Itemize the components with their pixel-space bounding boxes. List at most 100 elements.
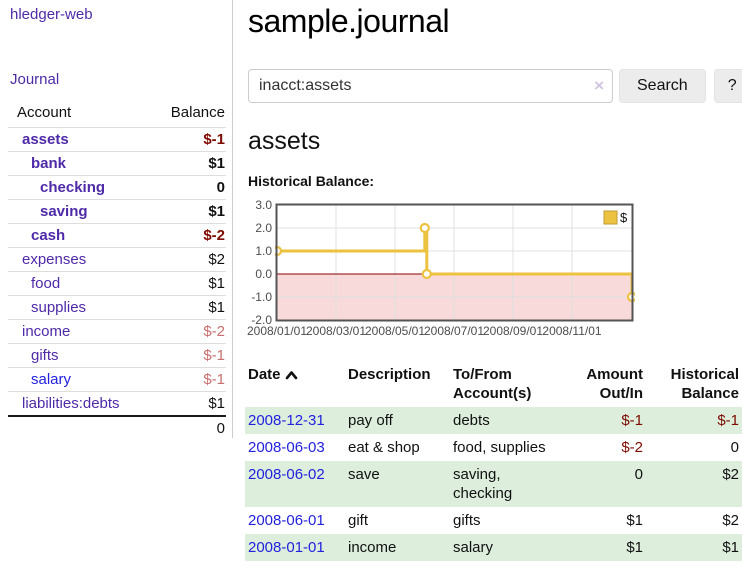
sidebar-account-link-supplies[interactable]: supplies [31, 299, 87, 316]
transaction-date-link[interactable]: 2008-12-31 [248, 412, 325, 429]
col-header-balance-line2: Balance [681, 385, 739, 402]
chart-legend: $ [603, 210, 628, 225]
x-tick-label: 2008/09/01 [482, 324, 544, 338]
sidebar-account-link-cash[interactable]: cash [31, 227, 66, 244]
account-row: checking 0 [8, 175, 226, 200]
accounts-header-account: Account [17, 104, 72, 121]
sidebar-account-link-gifts[interactable]: gifts [31, 347, 59, 364]
transaction-historical-balance: $2 [646, 461, 742, 507]
transaction-accounts: debts [450, 407, 557, 434]
account-balance: $-2 [146, 319, 226, 344]
accounts-header-balance: Balance [170, 104, 225, 121]
account-balance: $1 [146, 295, 226, 320]
transaction-amount: $1 [626, 512, 643, 529]
transaction-accounts: salary [450, 534, 557, 561]
sidebar-account-link-bank[interactable]: bank [31, 155, 67, 172]
account-row: saving $1 [8, 199, 226, 224]
transaction-description: eat & shop [348, 439, 420, 456]
account-balance: $-1 [146, 127, 226, 152]
transaction-accounts: gifts [453, 512, 481, 529]
register-header-row: Date Description To/From Account(s) Amou… [245, 363, 742, 407]
sort-ascending-icon [285, 371, 297, 380]
transaction-date-link[interactable]: 2008-01-01 [248, 539, 325, 556]
account-row: gifts $-1 [8, 343, 226, 368]
x-tick-label: 2008/05/01 [364, 324, 426, 338]
col-header-amount: Amount Out/In [557, 363, 646, 407]
sidebar: hledger-web Journal Account Balance asse… [0, 0, 233, 440]
transaction-description: income [345, 534, 450, 561]
y-tick-label: 1.0 [255, 244, 272, 258]
y-tick-label: -1.0 [251, 290, 272, 304]
account-balance: $1 [146, 271, 226, 296]
account-row: liabilities:debts $1 [8, 391, 226, 416]
col-header-accounts: To/From Account(s) [450, 363, 557, 407]
account-balance: $1 [146, 391, 226, 416]
account-row: income $-2 [8, 319, 226, 344]
sidebar-account-link-expenses[interactable]: expenses [22, 251, 87, 268]
register-table: Date Description To/From Account(s) Amou… [245, 363, 742, 561]
account-row: expenses $2 [8, 247, 226, 272]
accounts-total-row: 0 [8, 415, 226, 440]
transaction-historical-balance: $-1 [646, 407, 742, 434]
transaction-historical-balance: $2 [722, 512, 739, 529]
search-button[interactable]: Search [619, 69, 706, 103]
sidebar-account-link-assets[interactable]: assets [22, 131, 69, 148]
search-box: × [248, 69, 613, 103]
transaction-date-link[interactable]: 2008-06-02 [248, 466, 325, 483]
brand-link[interactable]: hledger-web [10, 6, 93, 23]
transaction-date-link[interactable]: 2008-06-03 [248, 439, 325, 456]
data-point-marker [419, 222, 430, 234]
search-form: × Search ? [248, 69, 742, 103]
account-balance: $-1 [146, 343, 226, 368]
y-tick-label: 3.0 [255, 198, 272, 212]
accounts-table: Account Balance assets $-1 bank $1 checking 0… [8, 100, 226, 440]
transaction-date-link[interactable]: 2008-06-01 [248, 512, 325, 529]
sidebar-account-link-salary[interactable]: salary [31, 371, 72, 388]
transaction-description: save [345, 461, 450, 507]
transaction-amount: $1 [557, 534, 646, 561]
transaction-amount: 0 [557, 461, 646, 507]
transaction-description: gift [348, 512, 369, 529]
col-header-accounts-line1: To/From [453, 366, 512, 383]
col-header-accounts-line2: Account(s) [453, 385, 532, 402]
transaction-historical-balance: $1 [646, 534, 742, 561]
account-row: supplies $1 [8, 295, 226, 320]
account-heading: assets [248, 127, 321, 155]
main-content: sample.journal × Search ? assets Histori… [245, 0, 742, 561]
accounts-total-balance: 0 [146, 415, 226, 440]
col-header-date-label: Date [248, 366, 281, 383]
register-row: 2008-06-03 eat & shop food, supplies $-2 0 [245, 434, 742, 461]
legend-swatch-icon [603, 210, 618, 225]
col-header-amount-line1: Amount [586, 366, 643, 383]
y-tick-label: 0.0 [255, 267, 272, 281]
sidebar-account-link-income[interactable]: income [22, 323, 71, 340]
col-header-date[interactable]: Date [245, 363, 345, 407]
account-balance: $-1 [146, 367, 226, 392]
register-row: 2008-06-01 gift gifts $1 $2 [245, 507, 742, 534]
sidebar-account-link-food[interactable]: food [31, 275, 61, 292]
sidebar-account-link-checking[interactable]: checking [40, 179, 106, 196]
x-tick-label: 2008/01/01 [246, 324, 308, 338]
account-balance: 0 [146, 175, 226, 200]
sidebar-item-journal[interactable]: Journal [10, 71, 60, 88]
search-input[interactable] [248, 69, 613, 103]
x-tick-label: 2008/11/01 [542, 324, 602, 338]
register-row: 2008-01-01 income salary $1 $1 [245, 534, 742, 561]
sidebar-account-link-liabilities-debts[interactable]: liabilities:debts [22, 395, 120, 412]
data-point-marker [421, 268, 432, 280]
sidebar-account-link-saving[interactable]: saving [40, 203, 88, 220]
help-button[interactable]: ? [713, 69, 742, 103]
transaction-accounts: saving, checking [450, 461, 557, 507]
clear-search-icon[interactable]: × [594, 76, 604, 95]
page-title: sample.journal [248, 3, 450, 39]
transaction-accounts: food, supplies [453, 439, 546, 456]
col-header-balance: Historical Balance [646, 363, 742, 407]
col-header-balance-line1: Historical [670, 366, 739, 383]
x-tick-label: 2008/07/01 [423, 324, 485, 338]
transaction-description: pay off [345, 407, 450, 434]
legend-label: $ [620, 210, 628, 225]
col-header-amount-line2: Out/In [599, 385, 643, 402]
register-row: 2008-06-02 save saving, checking 0 $2 [245, 461, 742, 507]
account-row: salary $-1 [8, 367, 226, 392]
